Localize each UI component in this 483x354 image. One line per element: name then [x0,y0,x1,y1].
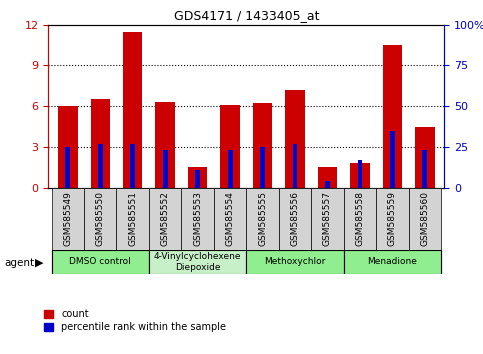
Bar [156,102,175,188]
Bar [227,150,232,188]
FancyBboxPatch shape [52,188,84,250]
FancyBboxPatch shape [182,188,214,250]
FancyBboxPatch shape [52,250,149,274]
Text: GSM585556: GSM585556 [291,191,299,246]
FancyBboxPatch shape [344,250,441,274]
Bar [350,163,369,188]
FancyBboxPatch shape [149,250,246,274]
Bar [220,105,240,188]
Text: GSM585555: GSM585555 [258,191,267,246]
Text: GSM585559: GSM585559 [388,191,397,246]
Bar [357,160,362,188]
Text: GSM585553: GSM585553 [193,191,202,246]
Text: GSM585550: GSM585550 [96,191,105,246]
Text: GSM585554: GSM585554 [226,191,235,246]
Text: GSM585552: GSM585552 [161,191,170,246]
Text: agent: agent [5,258,35,268]
Text: 4-Vinylcyclohexene
Diepoxide: 4-Vinylcyclohexene Diepoxide [154,252,242,272]
FancyBboxPatch shape [84,188,116,250]
Bar [325,181,330,188]
Bar [390,131,395,188]
Bar [98,144,103,188]
Bar [130,144,135,188]
Bar [123,32,142,188]
Text: GSM585557: GSM585557 [323,191,332,246]
Bar [188,167,207,188]
Text: ▶: ▶ [35,258,43,268]
Bar [293,144,298,188]
Bar [260,147,265,188]
Text: GSM585560: GSM585560 [420,191,429,246]
Bar [415,127,435,188]
Bar [163,150,168,188]
Text: Methoxychlor: Methoxychlor [264,257,326,267]
FancyBboxPatch shape [116,188,149,250]
FancyBboxPatch shape [149,188,182,250]
Text: GSM585549: GSM585549 [63,191,72,246]
FancyBboxPatch shape [279,188,311,250]
Bar [383,45,402,188]
Text: DMSO control: DMSO control [70,257,131,267]
Bar [65,147,70,188]
Bar [423,150,427,188]
Text: GSM585558: GSM585558 [355,191,365,246]
Text: Menadione: Menadione [368,257,417,267]
FancyBboxPatch shape [409,188,441,250]
Legend: count, percentile rank within the sample: count, percentile rank within the sample [43,309,226,332]
Bar [253,103,272,188]
Title: GDS4171 / 1433405_at: GDS4171 / 1433405_at [173,9,319,22]
FancyBboxPatch shape [246,250,344,274]
FancyBboxPatch shape [311,188,344,250]
Bar [90,99,110,188]
FancyBboxPatch shape [376,188,409,250]
FancyBboxPatch shape [246,188,279,250]
FancyBboxPatch shape [52,250,441,274]
Text: GSM585551: GSM585551 [128,191,137,246]
Bar [195,170,200,188]
FancyBboxPatch shape [214,188,246,250]
Bar [58,106,77,188]
Bar [285,90,305,188]
FancyBboxPatch shape [344,188,376,250]
Bar [318,167,337,188]
